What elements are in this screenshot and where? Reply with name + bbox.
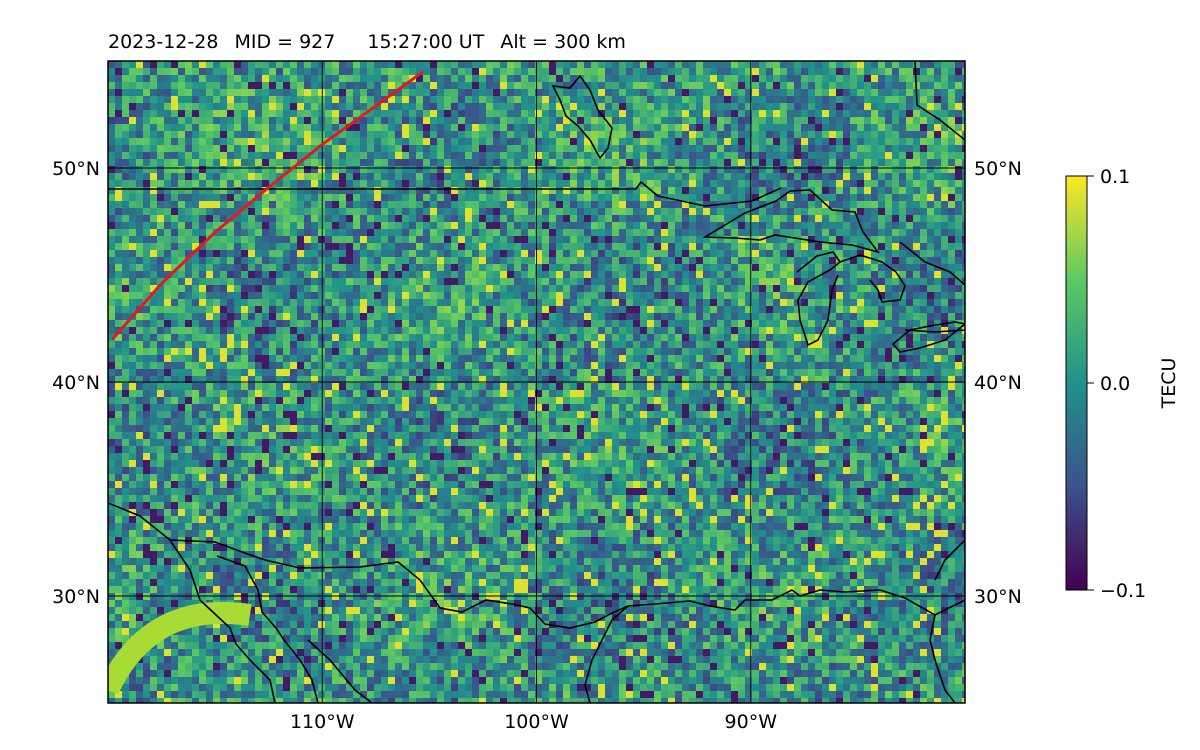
map-plot-area (108, 61, 965, 703)
map-frame (107, 60, 966, 704)
us-canada-border (108, 180, 782, 207)
colorbar-label: TECU (1158, 358, 1180, 410)
header-mid: MID = 927 (234, 31, 335, 53)
satellite-track (111, 70, 424, 341)
colorbar-tick-label: 0.0 (1100, 373, 1130, 395)
lat-tick-label-right: 40°N (974, 372, 1022, 394)
us-mexico-border (169, 539, 629, 629)
latitude-tick-labels: 30°N 30°N 40°N 40°N 50°N 50°N (52, 158, 1022, 608)
mexico-west-coast (108, 502, 276, 703)
longitude-tick-labels: 110°W 100°W 90°W (290, 711, 777, 733)
hudson-bay-outline (551, 74, 613, 160)
header-alt: Alt = 300 km (500, 31, 626, 53)
lon-tick-label: 90°W (725, 711, 778, 733)
lat-tick-label-left: 40°N (52, 372, 100, 394)
lat-tick-label-right: 30°N (974, 586, 1022, 608)
lake-erie-outline (891, 321, 965, 353)
coastlines-borders (108, 61, 965, 703)
baja-peninsula (216, 555, 319, 703)
mexico-gulf-coast (584, 605, 629, 703)
florida-peninsula (929, 539, 965, 703)
lon-tick-label: 110°W (290, 711, 355, 733)
lake-superior-outline (702, 189, 881, 254)
canada-northeast-coast (914, 61, 965, 141)
great-lakes-east (899, 241, 965, 333)
header-date: 2023-12-28 (108, 31, 218, 53)
lon-tick-label: 100°W (504, 711, 569, 733)
header-title: 2023-12-28 MID = 927 15:27:00 UT Alt = 3… (108, 31, 626, 53)
lake-michigan-outline (796, 251, 842, 347)
lat-tick-label-left: 50°N (52, 158, 100, 180)
lat-tick-label-right: 50°N (974, 158, 1022, 180)
colorbar-ticks: 0.1 0.0 −0.1 (1087, 166, 1146, 602)
tec-bright-arc (108, 601, 252, 695)
colorbar-tick-label: −0.1 (1100, 580, 1146, 602)
colorbar: 0.1 0.0 −0.1 TECU (1065, 166, 1180, 602)
tec-field-cells (108, 61, 965, 703)
colorbar-gradient (1065, 175, 1088, 591)
map-gridlines (108, 61, 965, 703)
cuba-region (307, 639, 373, 703)
gulf-coast (627, 589, 965, 616)
header-time: 15:27:00 UT (367, 31, 484, 53)
lake-huron-outline (839, 254, 906, 303)
lat-tick-label-left: 30°N (52, 586, 100, 608)
colorbar-tick-label: 0.1 (1100, 166, 1130, 188)
